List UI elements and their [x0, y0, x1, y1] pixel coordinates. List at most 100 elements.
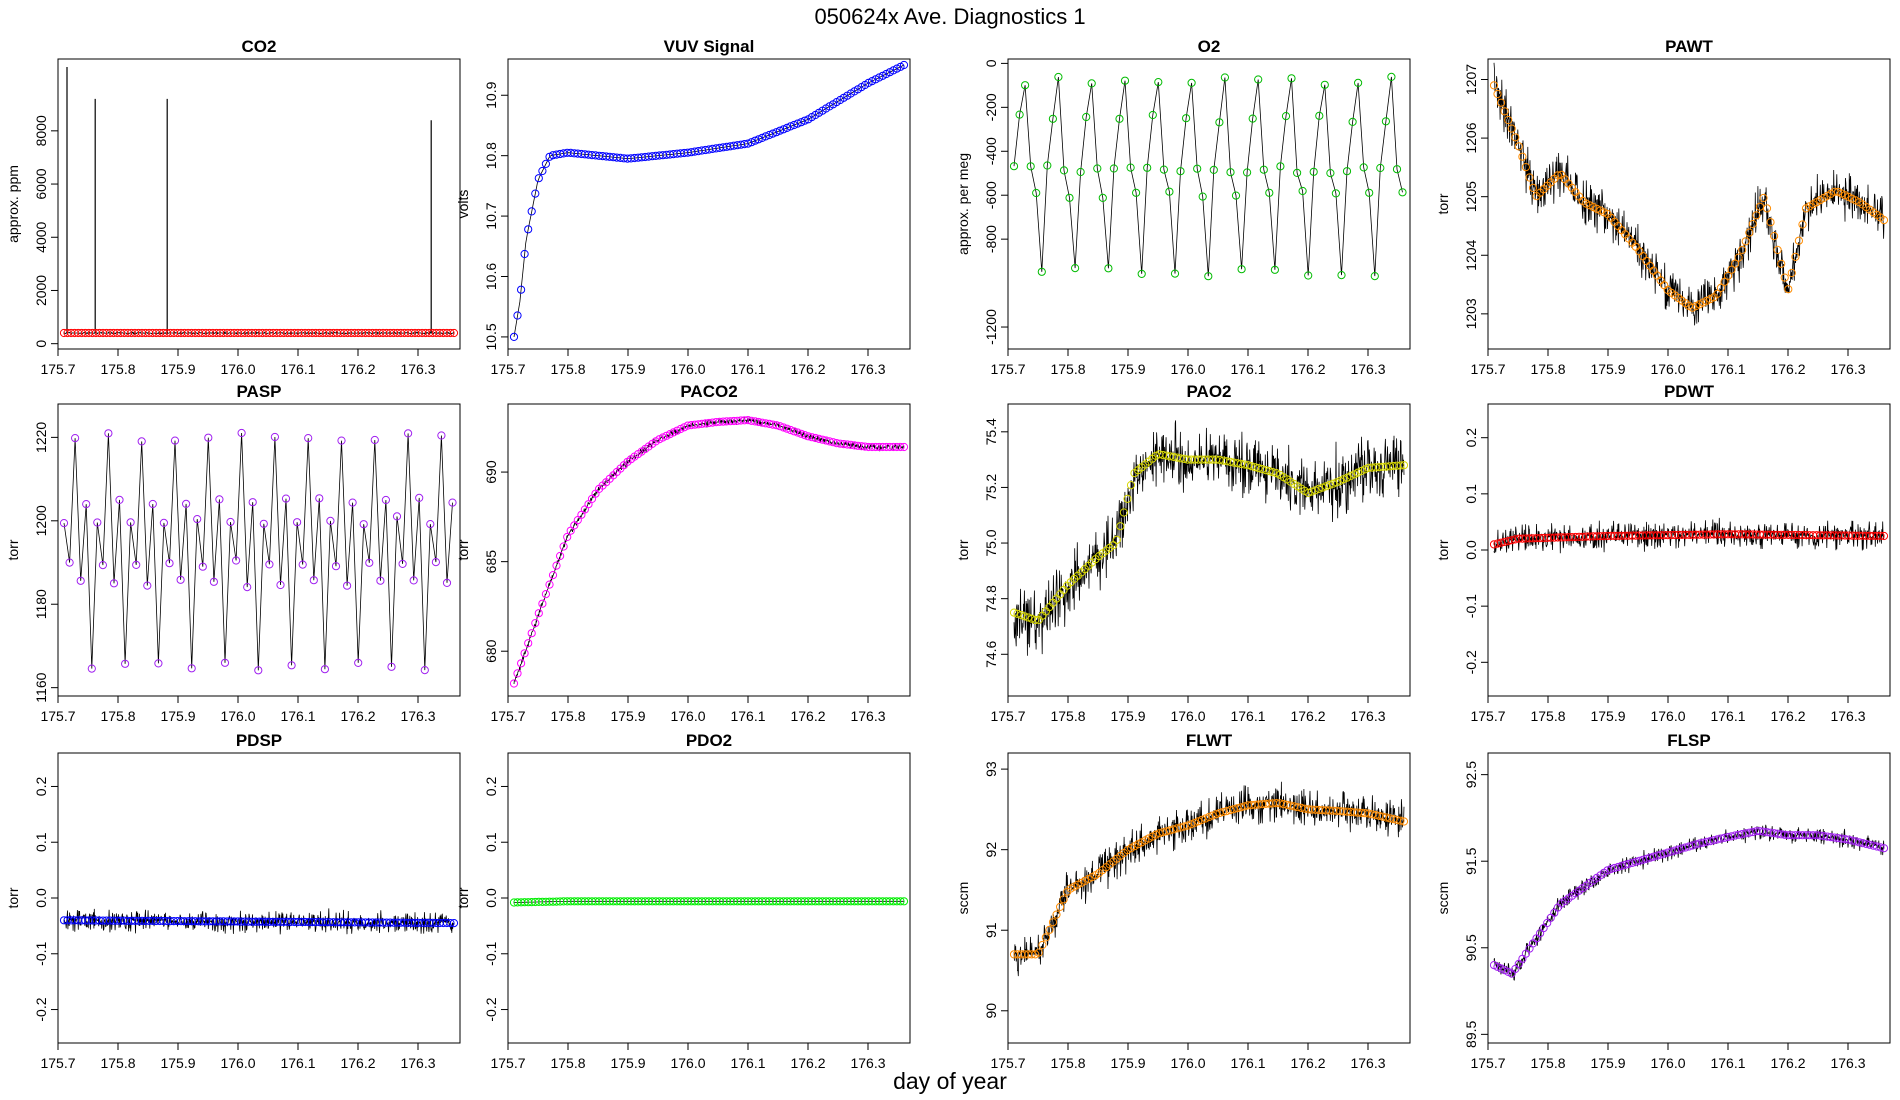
data-point [1254, 75, 1263, 84]
data-point [896, 442, 905, 452]
figure-x-axis-label: day of year [893, 1068, 1007, 1094]
data-point [538, 166, 547, 176]
x-tick-label: 176.0 [1650, 361, 1685, 377]
data-point [1137, 269, 1146, 278]
data-point [431, 558, 440, 567]
data-point [1208, 811, 1217, 820]
y-tick-label: 91 [983, 922, 999, 938]
y-tick-label: 92.5 [1463, 761, 1479, 788]
data-point [1119, 508, 1129, 517]
data-line [1013, 781, 1405, 977]
y-tick-label: -1200 [983, 309, 999, 345]
x-tick-label: 176.1 [1230, 1055, 1265, 1071]
data-point [376, 576, 385, 585]
x-tick-label: 176.3 [400, 361, 435, 377]
data-point [1259, 165, 1268, 174]
panel-pasp: PASP torr 1160 1180 1200 1220 175.7 175.8 175.9 1… [5, 382, 461, 724]
y-axis-label: approx. per meg [955, 153, 971, 255]
data-point [1054, 72, 1063, 82]
y-tick-label: -800 [983, 225, 999, 253]
data-point [331, 562, 341, 571]
x-tick-label: 176.2 [1290, 708, 1325, 724]
x-tick-label: 176.0 [220, 361, 255, 377]
y-tick-label: 10.8 [483, 142, 499, 169]
data-point [1720, 277, 1729, 286]
y-tick-label: 10.6 [483, 263, 499, 290]
data-point [1521, 949, 1531, 958]
data-point [370, 435, 379, 445]
data-point [1521, 163, 1531, 172]
data-point [1026, 162, 1035, 171]
data-point [1112, 535, 1121, 545]
data-point [448, 498, 457, 507]
y-tick-label: 1203 [1463, 298, 1479, 329]
data-point [93, 518, 102, 527]
y-tick-label: 0.1 [33, 832, 49, 852]
data-point [797, 429, 806, 438]
data-point [1342, 167, 1352, 176]
plot-frame [507, 58, 911, 350]
x-tick-label: 175.7 [490, 1055, 525, 1071]
y-tick-label: 74.6 [983, 640, 999, 667]
data-point [337, 436, 346, 445]
data-point [1879, 216, 1889, 225]
data-point [304, 434, 313, 443]
y-tick-label: 0.0 [33, 888, 49, 908]
data-point [765, 130, 774, 140]
data-point [1780, 273, 1789, 282]
y-tick-label: 6000 [33, 168, 49, 199]
y-tick-label: 0.2 [483, 777, 499, 797]
data-point [896, 897, 905, 906]
data-point [1304, 488, 1313, 497]
y-axis-label: torr [955, 539, 971, 560]
y-axis-label: torr [5, 539, 21, 560]
panel-title: PAWT [1665, 37, 1713, 56]
x-tick-label: 175.8 [1530, 361, 1565, 377]
data-point [1399, 817, 1409, 826]
data-point [404, 429, 413, 438]
x-tick-label: 175.8 [550, 361, 585, 377]
data-point [520, 249, 529, 259]
data-point [1065, 193, 1074, 202]
panel-pawt: PAWT torr 1203 1204 1205 1206 1207 175.7 175.8 17… [1435, 37, 1891, 377]
y-tick-label: 1180 [33, 589, 49, 619]
panel-title: CO2 [242, 37, 277, 56]
data-point [298, 560, 307, 569]
x-tick-label: 176.2 [1290, 361, 1325, 377]
x-tick-label: 175.9 [1590, 361, 1625, 377]
x-tick-label: 176.2 [340, 1055, 375, 1071]
x-tick-label: 175.9 [610, 361, 645, 377]
data-point [1525, 173, 1534, 182]
data-point [1231, 191, 1241, 200]
data-point [1021, 81, 1030, 90]
y-tick-label: -200 [983, 93, 999, 121]
data-point [524, 639, 533, 648]
x-tick-label: 176.3 [400, 708, 435, 724]
data-point [1270, 265, 1280, 274]
data-point [1759, 193, 1768, 203]
data-point [1159, 165, 1169, 174]
x-tick-label: 176.3 [400, 1055, 435, 1071]
data-point [1315, 111, 1324, 120]
data-point [1511, 133, 1520, 142]
data-point [281, 494, 291, 503]
y-tick-label: 1220 [33, 422, 49, 453]
data-point [1265, 188, 1274, 197]
x-tick-label: 176.2 [340, 361, 375, 377]
x-tick-label: 176.3 [850, 1055, 885, 1071]
data-point [527, 207, 536, 216]
y-axis-label: sccm [955, 882, 971, 915]
data-point [1281, 112, 1291, 121]
plot-frame [1487, 752, 1891, 1044]
y-tick-label: 4000 [33, 221, 49, 252]
data-point [287, 661, 296, 670]
y-tick-label: 90.5 [1463, 934, 1479, 961]
data-point [398, 559, 407, 569]
data-point [1353, 468, 1363, 477]
data-point [143, 581, 152, 590]
x-tick-label: 175.9 [610, 708, 645, 724]
data-point [1087, 79, 1096, 88]
data-point [1183, 821, 1192, 830]
data-point [1182, 114, 1191, 123]
data-point [326, 516, 335, 526]
